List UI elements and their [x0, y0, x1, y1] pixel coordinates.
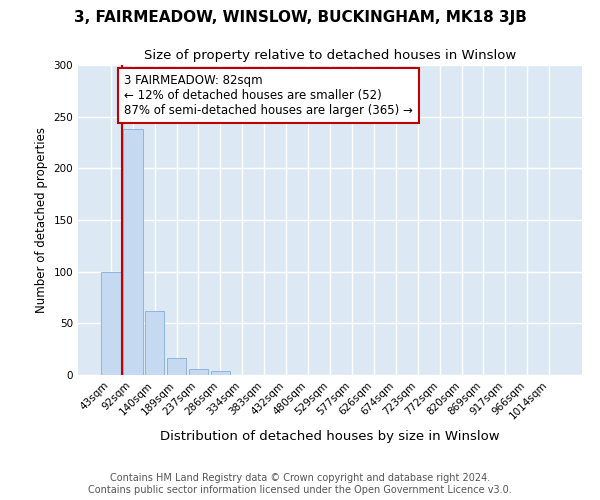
Text: Contains HM Land Registry data © Crown copyright and database right 2024.
Contai: Contains HM Land Registry data © Crown c… — [88, 474, 512, 495]
Text: 3, FAIRMEADOW, WINSLOW, BUCKINGHAM, MK18 3JB: 3, FAIRMEADOW, WINSLOW, BUCKINGHAM, MK18… — [74, 10, 526, 25]
Text: 3 FAIRMEADOW: 82sqm
← 12% of detached houses are smaller (52)
87% of semi-detach: 3 FAIRMEADOW: 82sqm ← 12% of detached ho… — [124, 74, 413, 118]
Bar — [211, 371, 230, 375]
Title: Size of property relative to detached houses in Winslow: Size of property relative to detached ho… — [144, 50, 516, 62]
Y-axis label: Number of detached properties: Number of detached properties — [35, 127, 48, 313]
Bar — [188, 369, 208, 375]
Bar — [101, 272, 121, 375]
Bar — [167, 358, 187, 375]
X-axis label: Distribution of detached houses by size in Winslow: Distribution of detached houses by size … — [160, 430, 500, 442]
Bar — [123, 129, 143, 375]
Bar — [145, 311, 164, 375]
